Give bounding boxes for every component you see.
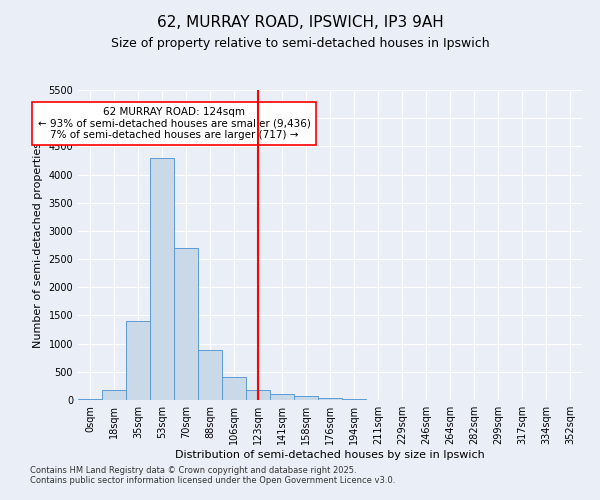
Bar (102, 390, 126, 400)
Bar (78, 399, 102, 400)
Bar (174, 248, 198, 400)
Bar (294, 396, 318, 400)
X-axis label: Distribution of semi-detached houses by size in Ipswich: Distribution of semi-detached houses by … (175, 450, 485, 460)
Y-axis label: Number of semi-detached properties: Number of semi-detached properties (33, 142, 43, 348)
Bar (270, 394, 294, 400)
Bar (222, 378, 246, 400)
Bar (198, 350, 222, 400)
Text: 62, MURRAY ROAD, IPSWICH, IP3 9AH: 62, MURRAY ROAD, IPSWICH, IP3 9AH (157, 15, 443, 30)
Bar (246, 390, 270, 400)
Bar (150, 158, 174, 400)
Bar (126, 321, 150, 400)
Text: 62 MURRAY ROAD: 124sqm
← 93% of semi-detached houses are smaller (9,436)
7% of s: 62 MURRAY ROAD: 124sqm ← 93% of semi-det… (38, 107, 310, 140)
Text: Size of property relative to semi-detached houses in Ipswich: Size of property relative to semi-detach… (110, 38, 490, 51)
Text: Contains HM Land Registry data © Crown copyright and database right 2025.
Contai: Contains HM Land Registry data © Crown c… (30, 466, 395, 485)
Bar (318, 398, 342, 400)
